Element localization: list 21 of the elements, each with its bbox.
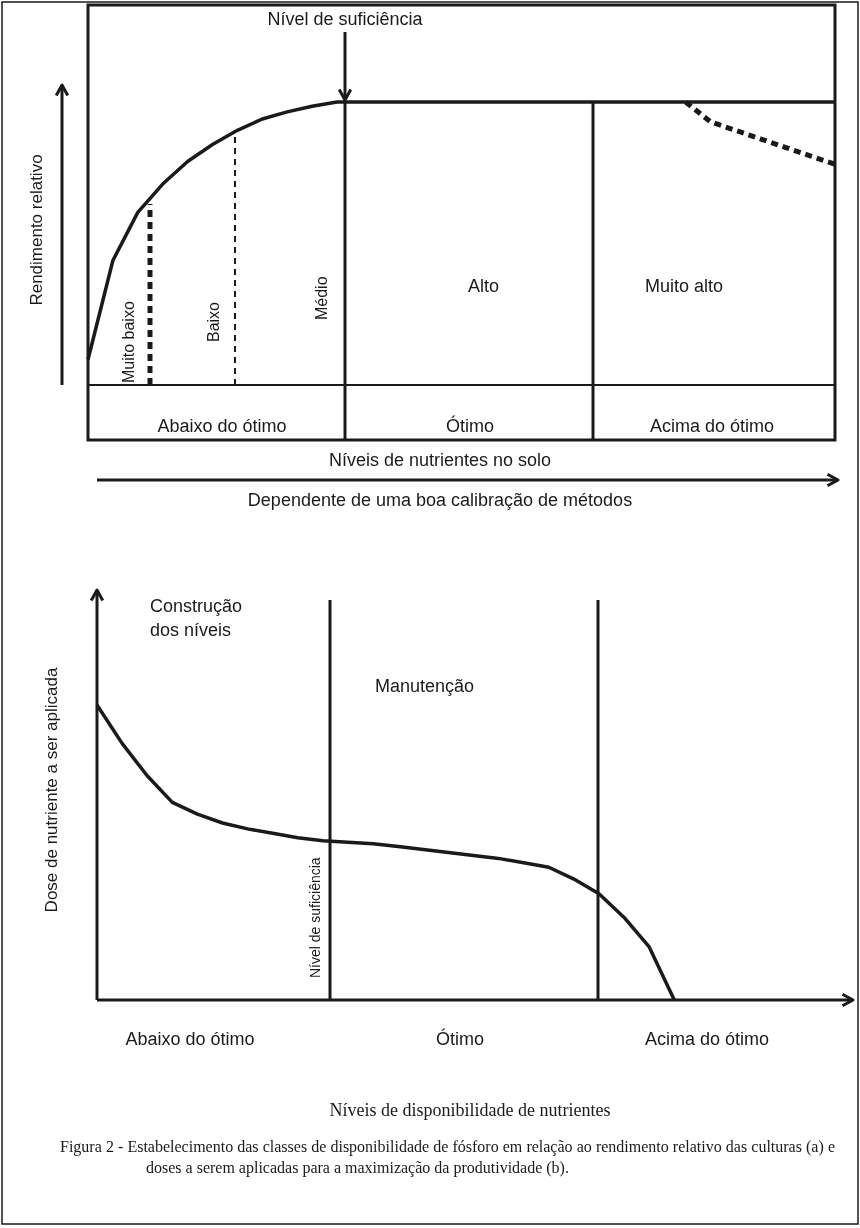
- annotation: Muito baixo: [120, 301, 137, 383]
- y-axis-title: Rendimento relativo: [27, 154, 46, 306]
- text: Ótimo: [445, 415, 495, 436]
- text: Figura 2 - Estabelecimento das classes de disponibilidade de fósforo em relação ao rendimento relativo das culturas (a) e doses a serem aplicadas para a maximização da produtividade (b).: [60, 1137, 835, 1178]
- text: Acima do ótimo: [644, 1029, 770, 1049]
- text: Dependente de uma boa calibração de métodos: [247, 490, 633, 510]
- y-axis-title: Dose de nutriente a ser aplicada: [42, 667, 61, 913]
- text: Abaixo do ótimo: [125, 1029, 255, 1049]
- text: Acima do ótimo: [649, 416, 775, 436]
- text: Construção dos níveis: [150, 596, 243, 640]
- annotation: Alto: [468, 276, 500, 296]
- x-axis-title: Níveis de nutrientes no solo: [328, 450, 552, 470]
- annotation: Nível de suficiência: [307, 857, 323, 978]
- x-axis-title: Níveis de disponibilidade de nutrientes: [329, 1100, 611, 1120]
- text: Ótimo: [435, 1028, 485, 1049]
- text: Abaixo do ótimo: [157, 416, 287, 436]
- annotation: Muito alto: [645, 276, 724, 296]
- text: Nível de suficiência: [267, 9, 424, 29]
- text: Manutenção: [375, 676, 475, 696]
- annotation: Médio: [313, 276, 330, 320]
- annotation: Baixo: [205, 301, 222, 342]
